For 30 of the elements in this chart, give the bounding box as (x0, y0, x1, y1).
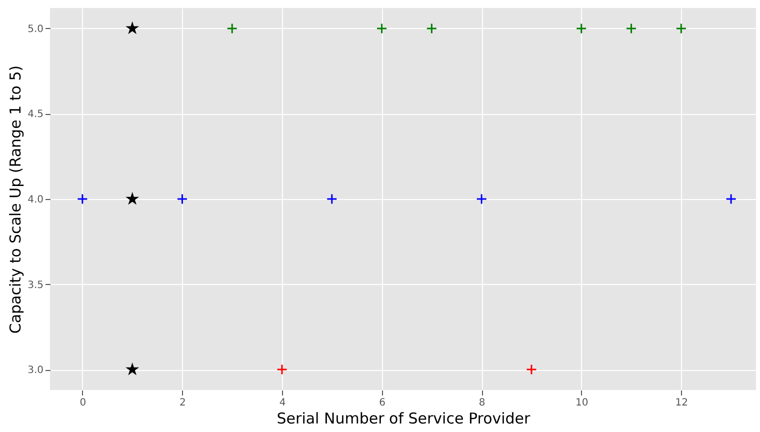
point (476, 194, 488, 204)
x-tick-label: 12 (675, 398, 688, 408)
point (576, 22, 587, 34)
x-tick-label: 4 (279, 398, 286, 408)
point (526, 364, 537, 376)
x-axis-title: Serial Number of Service Provider (276, 410, 532, 428)
point (376, 22, 388, 34)
y-tick-label: 5.0 (28, 24, 44, 35)
x-tick-label: 2 (180, 398, 186, 408)
point (426, 22, 438, 34)
point (126, 21, 140, 34)
y-axis-title: Capacity to Scale Up (Range 1 to 5) (6, 65, 25, 334)
point (726, 194, 737, 204)
point (326, 194, 338, 204)
x-tick-label: 8 (478, 398, 486, 408)
point (126, 192, 140, 205)
y-tick-label: 4.0 (28, 194, 44, 206)
x-tick-label: 10 (576, 398, 588, 408)
y-tick-label: 3.5 (28, 280, 44, 291)
point (126, 362, 140, 376)
point (226, 22, 238, 34)
point (276, 364, 288, 376)
x-tick-label: 6 (379, 398, 386, 408)
x-tick-label: 0 (80, 398, 86, 408)
point (626, 22, 637, 34)
point (676, 22, 687, 34)
y-tick-label: 4.5 (28, 109, 44, 120)
point (76, 194, 88, 204)
y-tick-label: 3.0 (28, 365, 44, 376)
point (176, 194, 188, 204)
